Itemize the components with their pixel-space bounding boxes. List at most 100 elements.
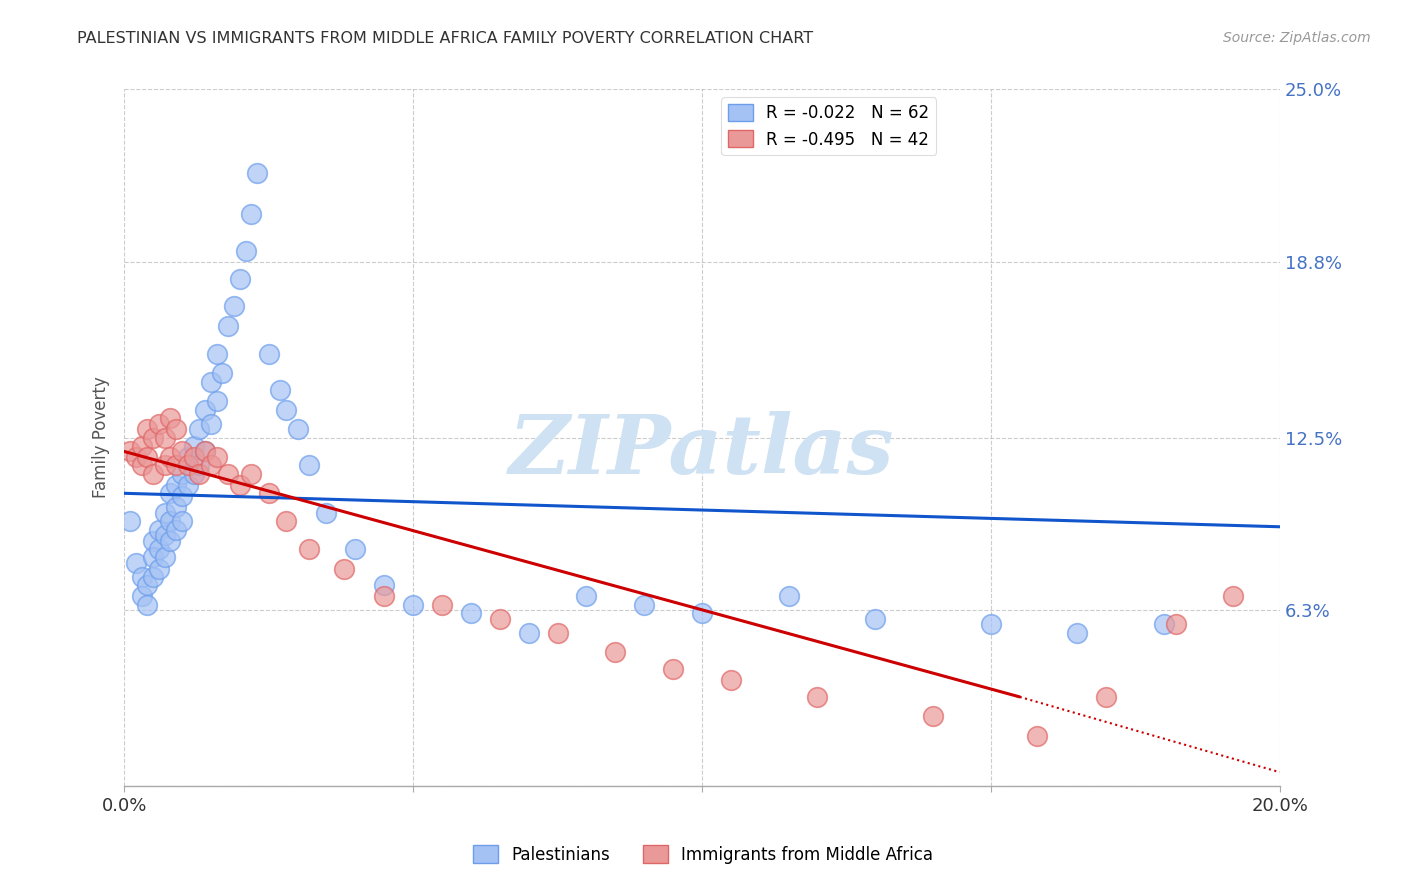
Point bbox=[662, 662, 685, 676]
Point bbox=[159, 514, 181, 528]
Point bbox=[720, 673, 742, 688]
Point bbox=[142, 467, 165, 481]
Point bbox=[200, 458, 222, 473]
Point bbox=[922, 709, 945, 723]
Point bbox=[177, 478, 200, 492]
Point bbox=[131, 570, 153, 584]
Point bbox=[165, 478, 187, 492]
Point bbox=[222, 300, 245, 314]
Point bbox=[148, 542, 170, 557]
Point bbox=[1095, 690, 1118, 704]
Point bbox=[205, 450, 228, 464]
Point bbox=[194, 402, 217, 417]
Point bbox=[274, 514, 297, 528]
Point bbox=[118, 514, 141, 528]
Point bbox=[125, 556, 148, 570]
Point bbox=[235, 244, 257, 258]
Point bbox=[131, 458, 153, 473]
Point bbox=[118, 444, 141, 458]
Legend: Palestinians, Immigrants from Middle Africa: Palestinians, Immigrants from Middle Afr… bbox=[465, 838, 941, 871]
Point bbox=[188, 467, 211, 481]
Point bbox=[332, 561, 354, 575]
Point bbox=[183, 439, 205, 453]
Point bbox=[142, 430, 165, 444]
Point bbox=[183, 450, 205, 464]
Point bbox=[778, 590, 800, 604]
Point bbox=[153, 550, 176, 565]
Point bbox=[194, 444, 217, 458]
Point bbox=[200, 417, 222, 431]
Point bbox=[205, 347, 228, 361]
Point bbox=[131, 590, 153, 604]
Point bbox=[315, 506, 337, 520]
Point bbox=[125, 450, 148, 464]
Point bbox=[153, 430, 176, 444]
Point bbox=[217, 318, 239, 333]
Point bbox=[517, 625, 540, 640]
Point bbox=[229, 478, 252, 492]
Point bbox=[136, 422, 159, 436]
Point bbox=[165, 422, 187, 436]
Point bbox=[142, 550, 165, 565]
Point bbox=[229, 271, 252, 285]
Point bbox=[142, 533, 165, 548]
Point bbox=[170, 489, 193, 503]
Point bbox=[373, 578, 395, 592]
Point bbox=[153, 528, 176, 542]
Point bbox=[177, 450, 200, 464]
Point bbox=[148, 417, 170, 431]
Point bbox=[159, 411, 181, 425]
Point bbox=[153, 458, 176, 473]
Point bbox=[188, 458, 211, 473]
Point bbox=[159, 533, 181, 548]
Point bbox=[170, 514, 193, 528]
Point bbox=[211, 367, 233, 381]
Point bbox=[633, 598, 655, 612]
Point bbox=[183, 467, 205, 481]
Point bbox=[257, 347, 280, 361]
Point bbox=[194, 444, 217, 458]
Point bbox=[460, 606, 482, 620]
Point bbox=[142, 570, 165, 584]
Point bbox=[200, 375, 222, 389]
Point bbox=[547, 625, 569, 640]
Legend: R = -0.022   N = 62, R = -0.495   N = 42: R = -0.022 N = 62, R = -0.495 N = 42 bbox=[721, 97, 936, 155]
Text: Source: ZipAtlas.com: Source: ZipAtlas.com bbox=[1223, 31, 1371, 45]
Text: PALESTINIAN VS IMMIGRANTS FROM MIDDLE AFRICA FAMILY POVERTY CORRELATION CHART: PALESTINIAN VS IMMIGRANTS FROM MIDDLE AF… bbox=[77, 31, 814, 46]
Y-axis label: Family Poverty: Family Poverty bbox=[93, 376, 110, 499]
Point bbox=[806, 690, 828, 704]
Point bbox=[865, 612, 887, 626]
Point bbox=[159, 450, 181, 464]
Point bbox=[136, 598, 159, 612]
Point bbox=[165, 523, 187, 537]
Text: ZIPatlas: ZIPatlas bbox=[509, 411, 894, 491]
Point bbox=[131, 439, 153, 453]
Point bbox=[287, 422, 309, 436]
Point bbox=[274, 402, 297, 417]
Point bbox=[177, 458, 200, 473]
Point bbox=[257, 486, 280, 500]
Point bbox=[1164, 617, 1187, 632]
Point bbox=[298, 458, 321, 473]
Point bbox=[246, 165, 269, 179]
Point bbox=[605, 645, 627, 659]
Point bbox=[148, 523, 170, 537]
Point bbox=[170, 467, 193, 481]
Point bbox=[980, 617, 1002, 632]
Point bbox=[575, 590, 598, 604]
Point bbox=[165, 458, 187, 473]
Point bbox=[136, 578, 159, 592]
Point bbox=[159, 486, 181, 500]
Point bbox=[240, 467, 263, 481]
Point bbox=[488, 612, 510, 626]
Point bbox=[269, 383, 291, 397]
Point bbox=[153, 506, 176, 520]
Point bbox=[205, 394, 228, 409]
Point bbox=[136, 450, 159, 464]
Point bbox=[165, 500, 187, 515]
Point bbox=[298, 542, 321, 557]
Point bbox=[430, 598, 453, 612]
Point bbox=[1026, 729, 1049, 743]
Point bbox=[170, 444, 193, 458]
Point bbox=[344, 542, 367, 557]
